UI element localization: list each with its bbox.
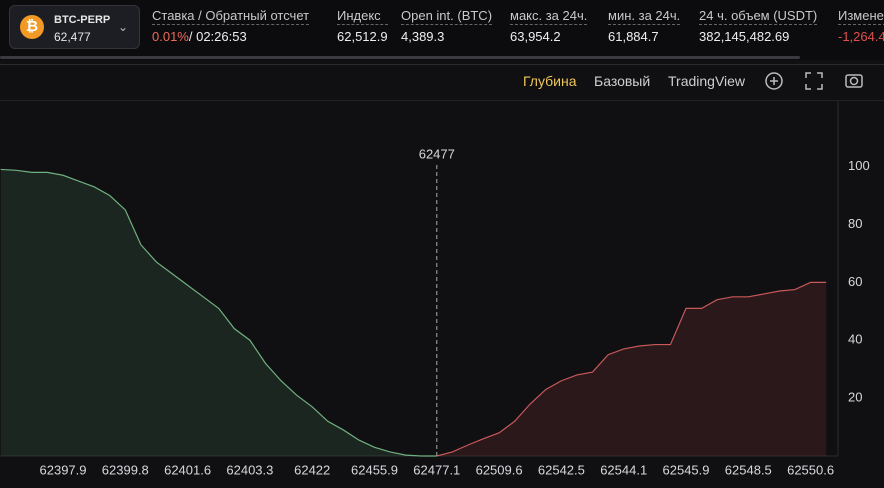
- stat-value: 382,145,482.69: [699, 29, 817, 44]
- stat: Open int. (BTC) 4,389.3: [401, 8, 493, 44]
- stat-value-part: -1,264.4: [838, 29, 884, 44]
- stat-label: 24 ч. объем (USDT): [699, 8, 818, 25]
- depth-line: [0, 168, 437, 457]
- y-tick-label: 60: [848, 274, 862, 289]
- depth-line: [436, 281, 827, 457]
- x-tick-label: 62403.3: [226, 462, 273, 477]
- symbol: BTC-PERP: [54, 14, 111, 26]
- stat: Изменение -1,264.4: [838, 8, 884, 44]
- y-tick-label: 40: [848, 332, 862, 347]
- stat: Ставка / Обратный отсчет 0.01%/ 02:26:53: [152, 8, 310, 44]
- y-tick-label: 80: [848, 216, 862, 231]
- x-tick-label: 62422: [294, 462, 330, 477]
- stat-label: Open int. (BTC): [401, 8, 493, 25]
- stat-value: 63,954.2: [510, 29, 587, 44]
- x-tick-label: 62455.9: [351, 462, 398, 477]
- x-tick-label: 62509.6: [476, 462, 523, 477]
- x-tick-label: 62477.1: [413, 462, 460, 477]
- stat-value: 62,512.9: [337, 29, 388, 44]
- chevron: ⌄: [118, 20, 129, 34]
- x-tick-label: 62399.8: [102, 462, 149, 477]
- stat-value: 4,389.3: [401, 29, 492, 44]
- toolbar-icons: [765, 72, 863, 90]
- camera-lens: [849, 76, 859, 86]
- stat: макс. за 24ч. 63,954.2: [510, 8, 588, 44]
- stat-value-part: 4,389.3: [401, 29, 445, 44]
- x-tick-label: 62401.6: [164, 462, 211, 477]
- stat: мин. за 24ч. 61,884.7: [608, 8, 681, 44]
- symbol-selector[interactable]: ₿ BTC-PERP 62,477 ⌄: [9, 5, 140, 49]
- stat: 24 ч. объем (USDT) 382,145,482.69: [699, 8, 818, 44]
- depth-area: [436, 282, 827, 456]
- x-tick-label: 62550.6: [787, 462, 834, 477]
- add-icon-plus: [770, 77, 778, 85]
- chart-panel: [0, 64, 884, 488]
- stat-label: Индекс: [337, 8, 388, 25]
- toolbar: Глубина Базовый TradingView: [0, 64, 884, 101]
- stat-label: мин. за 24ч.: [608, 8, 681, 25]
- price: 62,477: [54, 30, 91, 44]
- x-tick-label: 62397.9: [40, 462, 87, 477]
- y-tick-label: 20: [848, 390, 862, 405]
- tab[interactable]: Глубина: [523, 73, 577, 89]
- market-header: ₿ BTC-PERP 62,477 ⌄ Ставка / Обратный от…: [0, 0, 884, 60]
- stat-value: 61,884.7: [608, 29, 680, 44]
- mid-price-label: 62477: [419, 146, 455, 161]
- stat-value-part: / 02:26:53: [188, 29, 247, 44]
- tab[interactable]: TradingView: [668, 73, 746, 89]
- tab[interactable]: Базовый: [594, 73, 651, 89]
- stat-value: 0.01%/ 02:26:53: [152, 29, 309, 44]
- x-tick-label: 62548.5: [725, 462, 772, 477]
- stat-value-part: 382,145,482.69: [699, 29, 790, 44]
- stat-value-part: 63,954.2: [510, 29, 561, 44]
- stat-label: Изменение: [838, 8, 884, 25]
- y-tick-label: 100: [848, 158, 870, 173]
- stat-label: Ставка / Обратный отсчет: [152, 8, 310, 25]
- fullscreen-icon[interactable]: [805, 72, 823, 90]
- x-tick-label: 62545.9: [663, 462, 710, 477]
- coin-icon: ₿: [20, 15, 44, 39]
- x-tick-label: 62544.1: [600, 462, 647, 477]
- stat-value-part: 62,512.9: [337, 29, 388, 44]
- scrollbar[interactable]: [0, 56, 800, 59]
- camera-icon[interactable]: [845, 74, 863, 88]
- add-icon[interactable]: [765, 72, 783, 90]
- stat-label: макс. за 24ч.: [510, 8, 588, 25]
- stat-value-part: 0.01%: [152, 29, 189, 44]
- x-tick-label: 62542.5: [538, 462, 585, 477]
- stat: Индекс 62,512.9: [337, 8, 388, 44]
- stat-value: -1,264.4: [838, 29, 884, 44]
- stat-value-part: 61,884.7: [608, 29, 659, 44]
- depth-area: [0, 169, 437, 456]
